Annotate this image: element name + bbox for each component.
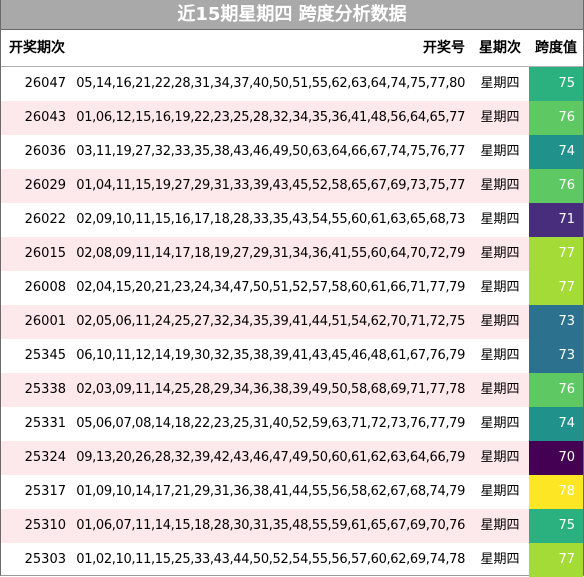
table-body: 26047 05,14,16,21,22,28,31,34,37,40,50,51…: [1, 67, 583, 577]
span-value-cell: 74: [529, 135, 583, 169]
table-title: 近15期星期四 跨度分析数据: [1, 0, 583, 30]
issue-cell: 25303: [24, 552, 66, 567]
issue-cell: 26008: [24, 280, 66, 295]
table-row: 26043 01,06,12,15,16,19,22,23,25,28,32,34…: [1, 101, 583, 135]
numbers-cell: 01,06,12,15,16,19,22,23,25,28,32,34,35,3…: [76, 110, 465, 125]
span-value-cell: 75: [529, 67, 583, 101]
issue-cell: 26043: [24, 110, 66, 125]
table-row: 25317 01,09,10,14,17,21,29,31,36,38,41,44…: [1, 475, 583, 509]
span-value-cell: 78: [529, 475, 583, 509]
header-numbers: 开奖号: [423, 40, 465, 56]
weekday-cell: 星期四: [480, 178, 520, 193]
numbers-cell: 03,11,19,27,32,33,35,38,43,46,49,50,63,6…: [76, 144, 465, 159]
table-row: 26008 02,04,15,20,21,23,24,34,47,50,51,52…: [1, 271, 583, 305]
header-weekday: 星期次: [479, 40, 521, 56]
weekday-cell: 星期四: [480, 348, 520, 363]
table-header-row: 开奖期次 开奖号 星期次 跨度值: [1, 30, 583, 67]
issue-cell: 25338: [24, 382, 66, 397]
table-row: 25338 02,03,09,11,14,25,28,29,34,36,38,39…: [1, 373, 583, 407]
weekday-cell: 星期四: [480, 212, 520, 227]
table-row: 26015 02,08,09,11,14,17,18,19,27,29,31,34…: [1, 237, 583, 271]
weekday-cell: 星期四: [480, 110, 520, 125]
span-value-cell: 71: [529, 203, 583, 237]
issue-cell: 26047: [24, 76, 66, 91]
weekday-cell: 星期四: [480, 314, 520, 329]
weekday-cell: 星期四: [480, 484, 520, 499]
issue-cell: 25317: [24, 484, 66, 499]
table-row: 25310 01,06,07,11,14,15,18,28,30,31,35,48…: [1, 509, 583, 543]
issue-cell: 26015: [24, 246, 66, 261]
table-row: 25331 05,06,07,08,14,18,22,23,25,31,40,52…: [1, 407, 583, 441]
span-value-cell: 76: [529, 101, 583, 135]
weekday-cell: 星期四: [480, 280, 520, 295]
numbers-cell: 02,05,06,11,24,25,27,32,34,35,39,41,44,5…: [76, 314, 465, 329]
numbers-cell: 02,09,10,11,15,16,17,18,28,33,35,43,54,5…: [76, 212, 465, 227]
weekday-cell: 星期四: [480, 552, 520, 567]
issue-cell: 25324: [24, 450, 66, 465]
weekday-cell: 星期四: [480, 518, 520, 533]
span-value-cell: 76: [529, 373, 583, 407]
table-row: 26022 02,09,10,11,15,16,17,18,28,33,35,43…: [1, 203, 583, 237]
table-row: 26029 01,04,11,15,19,27,29,31,33,39,43,45…: [1, 169, 583, 203]
span-value-cell: 73: [529, 305, 583, 339]
weekday-cell: 星期四: [480, 76, 520, 91]
span-value-cell: 76: [529, 169, 583, 203]
table-row: 26036 03,11,19,27,32,33,35,38,43,46,49,50…: [1, 135, 583, 169]
numbers-cell: 01,02,10,11,15,25,33,43,44,50,52,54,55,5…: [76, 552, 465, 567]
span-value-cell: 74: [529, 407, 583, 441]
numbers-cell: 02,04,15,20,21,23,24,34,47,50,51,52,57,5…: [76, 280, 465, 295]
weekday-cell: 星期四: [480, 144, 520, 159]
issue-cell: 26022: [24, 212, 66, 227]
header-span: 跨度值: [535, 40, 577, 56]
numbers-cell: 02,08,09,11,14,17,18,19,27,29,31,34,36,4…: [76, 246, 465, 261]
span-value-cell: 77: [529, 271, 583, 305]
table-row: 26001 02,05,06,11,24,25,27,32,34,35,39,41…: [1, 305, 583, 339]
table-row: 25345 06,10,11,12,14,19,30,32,35,38,39,41…: [1, 339, 583, 373]
issue-cell: 25345: [24, 348, 66, 363]
issue-cell: 26029: [24, 178, 66, 193]
numbers-cell: 05,06,07,08,14,18,22,23,25,31,40,52,59,6…: [76, 416, 465, 431]
weekday-cell: 星期四: [480, 416, 520, 431]
span-value-cell: 70: [529, 441, 583, 475]
weekday-cell: 星期四: [480, 382, 520, 397]
span-value-cell: 75: [529, 509, 583, 543]
numbers-cell: 01,04,11,15,19,27,29,31,33,39,43,45,52,5…: [76, 178, 465, 193]
weekday-cell: 星期四: [480, 450, 520, 465]
header-issue: 开奖期次: [9, 40, 65, 56]
span-value-cell: 77: [529, 543, 583, 577]
table-row: 25324 09,13,20,26,28,32,39,42,43,46,47,49…: [1, 441, 583, 475]
numbers-cell: 06,10,11,12,14,19,30,32,35,38,39,41,43,4…: [76, 348, 465, 363]
table-row: 26047 05,14,16,21,22,28,31,34,37,40,50,51…: [1, 67, 583, 101]
span-value-cell: 73: [529, 339, 583, 373]
weekday-cell: 星期四: [480, 246, 520, 261]
numbers-cell: 02,03,09,11,14,25,28,29,34,36,38,39,49,5…: [76, 382, 465, 397]
issue-cell: 26036: [24, 144, 66, 159]
table-row: 25303 01,02,10,11,15,25,33,43,44,50,52,54…: [1, 543, 583, 577]
numbers-cell: 01,09,10,14,17,21,29,31,36,38,41,44,55,5…: [76, 484, 465, 499]
span-value-cell: 77: [529, 237, 583, 271]
numbers-cell: 01,06,07,11,14,15,18,28,30,31,35,48,55,5…: [76, 518, 465, 533]
issue-cell: 26001: [24, 314, 66, 329]
issue-cell: 25331: [24, 416, 66, 431]
numbers-cell: 09,13,20,26,28,32,39,42,43,46,47,49,50,6…: [76, 450, 465, 465]
issue-cell: 25310: [24, 518, 66, 533]
numbers-cell: 05,14,16,21,22,28,31,34,37,40,50,51,55,6…: [76, 76, 465, 91]
